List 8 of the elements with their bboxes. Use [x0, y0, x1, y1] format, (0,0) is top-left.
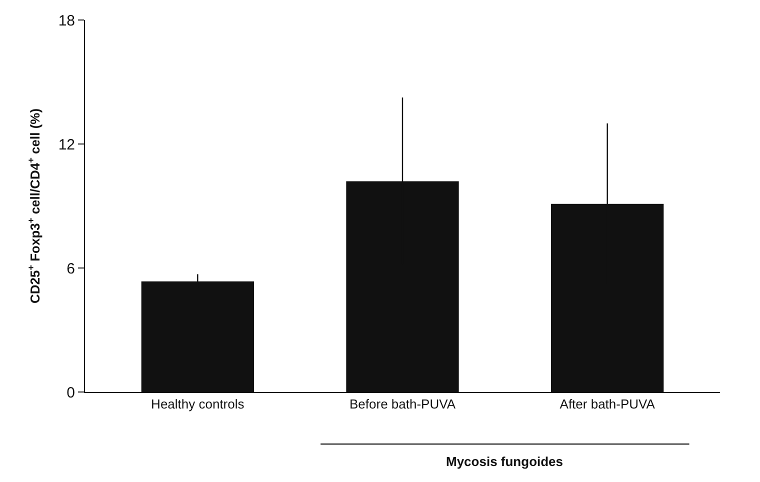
y-tick-label: 12 [58, 136, 75, 154]
x-tick-label: After bath-PUVA [560, 396, 656, 412]
y-tick-label: 0 [66, 384, 75, 402]
y-tick-label: 18 [58, 12, 75, 30]
x-tick-label: Before bath-PUVA [350, 396, 456, 412]
text: Mycosis fungoides [446, 454, 564, 469]
x-tick-label: Healthy controls [151, 396, 245, 412]
y-tick-label: 6 [66, 260, 75, 278]
